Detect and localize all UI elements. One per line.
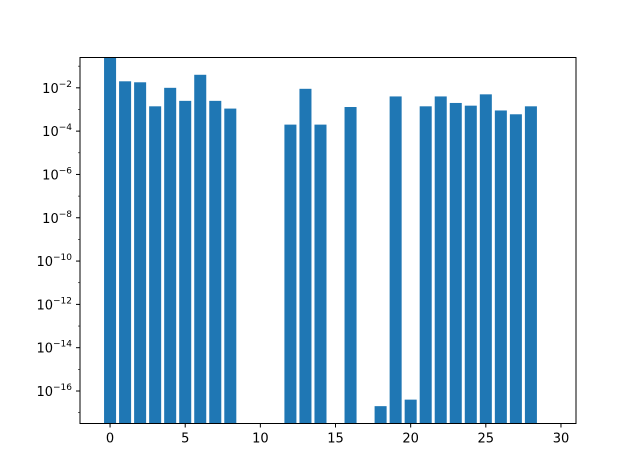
bar-5 [179,100,192,424]
y-axis: 10−16 10−14 10−12 10−10 10−8 10−6 10−4 10−2 [36,65,80,413]
x-tick-label: 25 [478,432,495,447]
bar-19 [389,96,402,424]
bar-18 [374,406,387,424]
bar-2 [134,82,147,424]
bar-3 [149,106,162,424]
bar-6 [194,74,207,424]
bar-27 [509,114,522,424]
x-tick-label: 10 [252,432,269,447]
y-tick-label: 10−12 [36,296,72,313]
bar-28 [524,106,537,424]
x-tick-label: 5 [181,432,189,447]
y-tick-label: 10−4 [42,123,72,140]
bar-21 [419,106,432,424]
y-tick-label: 10−8 [42,210,72,227]
bar-26 [494,110,507,424]
bar-16 [344,107,357,424]
y-tick-label: 10−16 [36,383,72,400]
bars-group [104,57,537,424]
x-tick-label: 15 [327,432,344,447]
bar-23 [449,102,462,424]
bar-7 [209,100,222,424]
y-tick-label: 10−2 [42,80,72,97]
plot-area-frame [79,57,577,424]
bar-8 [224,108,237,424]
bar-12 [284,124,297,424]
bar-22 [434,96,447,424]
bar-14 [314,124,327,424]
bar-13 [299,88,312,424]
bar-4 [164,87,177,424]
y-tick-label: 10−6 [42,166,72,183]
bar-20 [404,399,417,424]
x-tick-label: 20 [402,432,419,447]
bar-1 [119,81,132,424]
bar-0 [104,57,117,424]
bar-24 [464,105,477,424]
y-tick-label: 10−10 [36,253,72,270]
x-tick-label: 30 [553,432,570,447]
y-tick-label: 10−14 [36,340,72,357]
bar-25 [479,94,492,424]
x-tick-label: 0 [106,432,114,447]
x-axis: 0 5 10 15 20 25 30 [106,423,570,447]
